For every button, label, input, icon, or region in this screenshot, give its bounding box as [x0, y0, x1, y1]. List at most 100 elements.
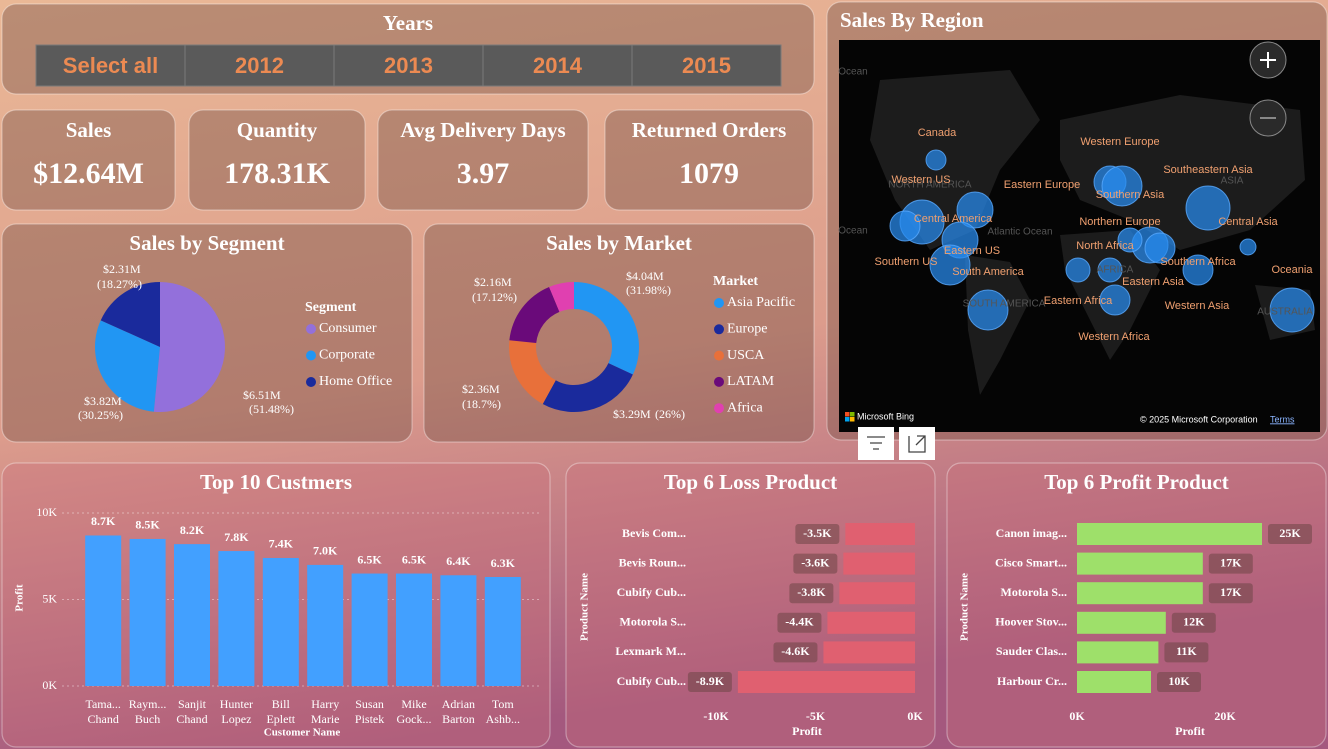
legend-label[interactable]: LATAM	[727, 374, 775, 389]
region-label[interactable]: Eastern Africa	[1044, 295, 1113, 307]
bar[interactable]	[1077, 582, 1203, 605]
region-label[interactable]: South America	[952, 266, 1024, 278]
bar[interactable]	[839, 582, 915, 605]
region-label[interactable]: Canada	[918, 127, 957, 139]
data-label: 17K	[1220, 555, 1242, 569]
region-label[interactable]: Central America	[914, 213, 993, 225]
bar[interactable]	[218, 551, 255, 686]
panel	[1, 109, 176, 211]
region-label[interactable]: Oceania	[1272, 264, 1314, 276]
x-tick-label: 0K	[907, 709, 923, 723]
map-bubble[interactable]	[1182, 254, 1214, 286]
panel	[604, 109, 814, 211]
region-label[interactable]: Central Asia	[1218, 216, 1278, 228]
bar[interactable]	[85, 535, 122, 686]
region-label[interactable]: Southern Asia	[1096, 189, 1165, 201]
data-label: (18.7%)	[462, 397, 501, 411]
map-bubble[interactable]	[1144, 232, 1176, 264]
data-label-box	[1157, 672, 1201, 692]
legend-label[interactable]: Asia Pacific	[727, 295, 795, 310]
bar[interactable]	[823, 641, 915, 664]
slicer-option[interactable]: Select all	[63, 53, 158, 78]
region-label[interactable]: Southern Africa	[1160, 256, 1236, 268]
slicer-button[interactable]	[482, 44, 633, 87]
legend-label[interactable]: USCA	[727, 348, 765, 363]
slice[interactable]	[100, 282, 160, 347]
slicer-option[interactable]: 2013	[384, 53, 433, 78]
bar[interactable]	[484, 577, 521, 686]
legend-label[interactable]: Consumer	[319, 321, 377, 336]
bar[interactable]	[1077, 641, 1159, 664]
region-label[interactable]: North Africa	[1076, 240, 1134, 252]
region-label[interactable]: Western Africa	[1078, 331, 1150, 343]
card-label: Sales	[66, 118, 112, 142]
slice[interactable]	[549, 282, 574, 312]
map-bubble[interactable]	[1117, 227, 1143, 253]
region-label[interactable]: Western US	[891, 174, 950, 186]
data-label: (17.12%)	[472, 290, 517, 304]
region-label[interactable]: Eastern Asia	[1122, 276, 1185, 288]
slice[interactable]	[153, 282, 226, 413]
bar[interactable]	[1077, 671, 1151, 693]
map-bubble[interactable]	[967, 289, 1009, 331]
legend-marker	[306, 324, 316, 334]
map-bubble[interactable]	[929, 244, 971, 286]
legend-label[interactable]: Africa	[727, 400, 764, 415]
bar[interactable]	[1077, 611, 1166, 634]
data-label: $4.04M	[626, 269, 664, 283]
zoom-in-icon	[1260, 52, 1276, 68]
y-tick-label: Lexmark M...	[615, 644, 686, 658]
data-label: $3.82M	[84, 394, 122, 408]
map-base-label: Atlantic Ocean	[987, 227, 1052, 238]
bar[interactable]	[440, 575, 477, 686]
legend-label[interactable]: Corporate	[319, 348, 375, 363]
x-tick-label: Bill	[272, 697, 291, 711]
region-label[interactable]: Eastern US	[944, 245, 1000, 257]
slice[interactable]	[542, 363, 633, 412]
slicer-option[interactable]: 2015	[682, 53, 731, 78]
bar[interactable]	[1077, 552, 1203, 575]
region-label[interactable]: Western Asia	[1165, 300, 1230, 312]
map-bubble[interactable]	[925, 149, 947, 171]
slice[interactable]	[574, 282, 639, 375]
region-label[interactable]: Southern US	[875, 256, 938, 268]
legend-label[interactable]: Home Office	[319, 374, 392, 389]
slicer-option[interactable]: 2014	[533, 53, 583, 78]
slice[interactable]	[94, 320, 160, 412]
bar[interactable]	[845, 523, 915, 545]
map-bubble[interactable]	[1101, 165, 1143, 207]
bar[interactable]	[737, 671, 915, 693]
map-terms[interactable]: Terms	[1270, 414, 1295, 424]
bar[interactable]	[174, 544, 210, 686]
legend-label[interactable]: Europe	[727, 322, 767, 337]
map-bubble[interactable]	[1269, 287, 1315, 333]
slice[interactable]	[509, 286, 560, 344]
y-tick-label: Sauder Clas...	[996, 644, 1067, 658]
bar[interactable]	[351, 573, 388, 686]
bar[interactable]	[262, 557, 299, 686]
map-bubble[interactable]	[1185, 185, 1231, 231]
map-bubble[interactable]	[889, 210, 921, 242]
region-label[interactable]: Western Europe	[1080, 136, 1159, 148]
bar[interactable]	[1077, 523, 1262, 545]
bar[interactable]	[827, 611, 915, 634]
map-copyright: © 2025 Microsoft Corporation	[1140, 414, 1258, 424]
slice[interactable]	[509, 340, 556, 404]
slicer-button[interactable]	[631, 44, 782, 87]
data-label: 10K	[1168, 674, 1190, 688]
map-bubble[interactable]	[1239, 238, 1257, 256]
bar[interactable]	[129, 538, 166, 686]
map-bubble[interactable]	[956, 191, 994, 229]
bar[interactable]	[396, 573, 432, 686]
map-bubble[interactable]	[1097, 257, 1123, 283]
region-label[interactable]: Eastern Europe	[1004, 179, 1080, 191]
region-label[interactable]: Northern Europe	[1079, 216, 1160, 228]
legend-title: Market	[713, 274, 758, 289]
slicer-option[interactable]: 2012	[235, 53, 284, 78]
map-bubble[interactable]	[1099, 284, 1131, 316]
region-label[interactable]: Southeastern Asia	[1163, 164, 1253, 176]
bar[interactable]	[843, 552, 915, 575]
slicer-button[interactable]	[35, 44, 186, 87]
map-bubble[interactable]	[1065, 257, 1091, 283]
bar[interactable]	[307, 564, 344, 686]
